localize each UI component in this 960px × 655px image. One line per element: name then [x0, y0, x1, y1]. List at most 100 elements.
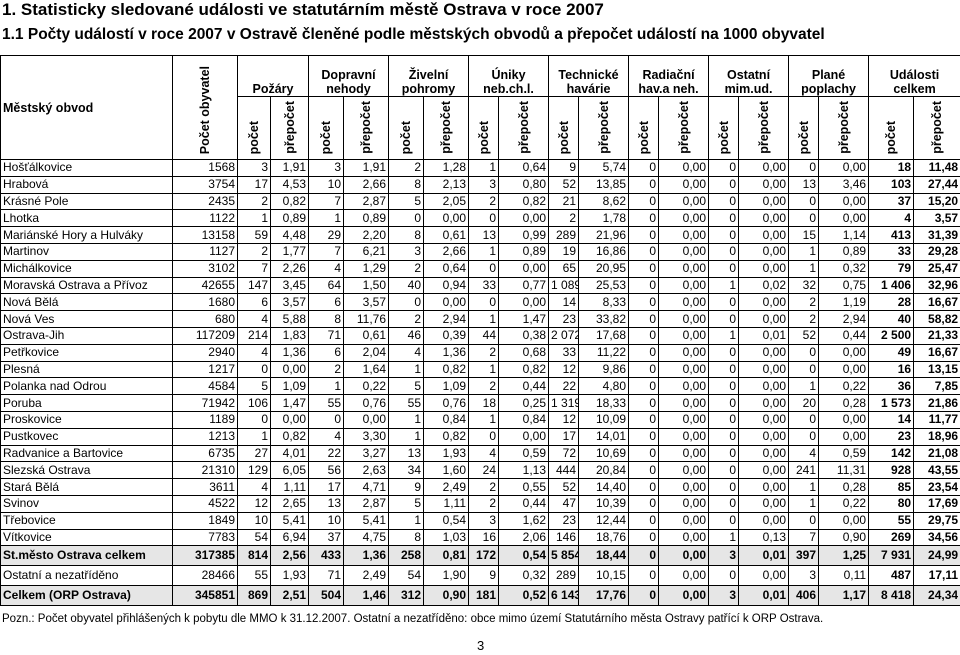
cell: 1: [708, 276, 740, 295]
cell: 0,00: [658, 528, 710, 547]
district-name: Krásné Pole: [0, 192, 173, 211]
cell: 1,36: [270, 343, 309, 362]
cell: 0,00: [658, 209, 710, 228]
cell: 0,00: [738, 461, 790, 480]
cell: 1 573: [868, 394, 915, 412]
cell: 2: [788, 310, 820, 328]
cell: 1: [468, 310, 500, 328]
cell: 2,05: [422, 192, 470, 211]
table-row: Třebovice 1849 10 5,41 10 5,41 1 0,54 3 1,62 23 12,…: [0, 511, 960, 530]
cell: 0,00: [658, 360, 710, 379]
cell: 40: [388, 276, 424, 295]
sub-header: počet: [308, 96, 344, 160]
cell: 0,89: [498, 242, 550, 261]
cell: 0,89: [270, 209, 309, 228]
cell: 0,54: [498, 545, 550, 567]
cell: 269: [868, 528, 915, 547]
cell: 80: [868, 494, 915, 513]
cell: 0: [628, 377, 660, 396]
cell: 9,86: [578, 360, 630, 379]
cell: 0,00: [658, 427, 710, 446]
cell: 0,02: [738, 276, 790, 295]
cell: 0: [628, 511, 660, 530]
cell: 8,33: [578, 293, 630, 312]
cell: 17,69: [913, 494, 960, 513]
cell: 7: [308, 242, 344, 261]
cell: 0: [628, 410, 660, 429]
cell: 0,00: [422, 209, 470, 228]
group-header: Radiační hav.a neh.: [628, 55, 710, 97]
cell: 0,00: [818, 159, 870, 177]
cell: 0,25: [498, 394, 550, 412]
cell: 2940: [172, 343, 238, 362]
cell: 0,00: [658, 565, 710, 587]
cell: 8 418: [868, 585, 915, 607]
cell: 1,14: [818, 226, 870, 244]
sub-label: počet: [716, 120, 731, 154]
cell: 0,54: [422, 511, 470, 530]
cell: 0: [628, 259, 660, 278]
cell: 2: [388, 310, 424, 328]
cell: 1: [468, 360, 500, 379]
cell: 0: [628, 494, 660, 513]
cell: 317385: [172, 545, 238, 567]
sub-label: počet: [884, 120, 899, 154]
sub-header: přepočet: [913, 96, 960, 160]
sub-header: přepočet: [818, 96, 870, 160]
page-number: 3: [477, 638, 485, 653]
cell: 312: [388, 585, 424, 607]
cell: 0: [628, 159, 660, 177]
cell: 0: [708, 209, 740, 228]
cell: 1680: [172, 293, 238, 312]
cell: 0,00: [738, 565, 790, 587]
cell: 3754: [172, 175, 238, 194]
district-name: Polanka nad Odrou: [0, 377, 173, 396]
cell: 2,65: [270, 494, 309, 513]
cell: 0,00: [818, 209, 870, 228]
cell: 5: [388, 377, 424, 396]
cell: 2,63: [343, 461, 389, 480]
cell: 2: [308, 360, 344, 379]
cell: 6 143: [548, 585, 580, 607]
cell: 1 089: [548, 276, 580, 295]
sub-label: počet: [247, 120, 261, 154]
cell: 21: [548, 192, 580, 211]
district-name: Hošťálkovice: [0, 159, 173, 177]
cell: 4522: [172, 494, 238, 513]
cell: 1,11: [422, 494, 470, 513]
cell: 0,00: [738, 293, 790, 312]
cell: 20,84: [578, 461, 630, 480]
cell: 1,09: [270, 377, 309, 396]
cell: 0,00: [658, 478, 710, 496]
cell: 0: [237, 360, 271, 379]
cell: 10,09: [578, 410, 630, 429]
sub-label: přepočet: [756, 101, 771, 154]
cell: 2,56: [270, 545, 309, 567]
cell: 37: [868, 192, 915, 211]
cell: 13: [388, 444, 424, 463]
cell: 4: [868, 209, 915, 228]
cell: 0,22: [818, 494, 870, 513]
cell: 21,86: [913, 394, 960, 412]
cell: 0,00: [738, 343, 790, 362]
cell: 1,28: [422, 159, 470, 177]
table-row: Polanka nad Odrou 4584 5 1,09 1 0,22 5 1,09 2 0,4…: [0, 377, 960, 396]
cell: 0,68: [498, 343, 550, 362]
cell: 7 931: [868, 545, 915, 567]
cell: 4: [308, 427, 344, 446]
table-row: Radvanice a Bartovice 6735 27 4,01 22 3,27 13 1…: [0, 444, 960, 463]
cell: 71: [308, 565, 344, 587]
cell: 0,82: [422, 427, 470, 446]
cell: 7: [788, 528, 820, 547]
cell: 15: [788, 226, 820, 244]
cell: 0,00: [498, 209, 550, 228]
table-row: Stará Bělá 3611 4 1,11 17 4,71 9 2,49 2 0,55 52 14,…: [0, 478, 960, 496]
cell: 2,66: [422, 242, 470, 261]
cell: 117209: [172, 326, 238, 345]
cell: 146: [548, 528, 580, 547]
cell: 1: [308, 209, 344, 228]
cell: 11,76: [343, 310, 389, 328]
cell: 18,33: [578, 394, 630, 412]
district-name: Lhotka: [0, 209, 173, 228]
cell: 56: [308, 461, 344, 480]
